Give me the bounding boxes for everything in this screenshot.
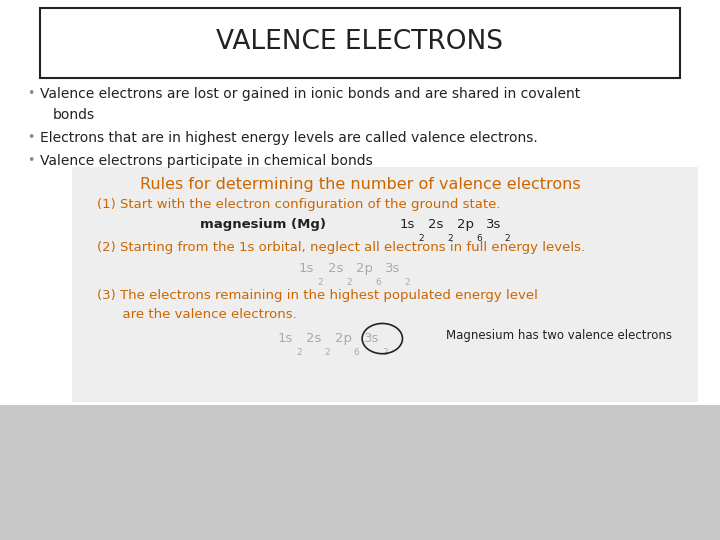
Text: Magnesium has two valence electrons: Magnesium has two valence electrons [446,329,672,342]
FancyBboxPatch shape [72,167,698,402]
Text: 2: 2 [382,348,388,357]
Text: 2: 2 [346,278,352,287]
Text: 3s: 3s [486,218,501,231]
Text: 2s: 2s [428,218,444,231]
Text: Rules for determining the number of valence electrons: Rules for determining the number of vale… [140,177,580,192]
Text: VALENCE ELECTRONS: VALENCE ELECTRONS [217,29,503,55]
Text: 6: 6 [375,278,381,287]
Text: 2: 2 [325,348,330,357]
Text: 3s: 3s [364,332,379,345]
Text: 1s: 1s [277,332,292,345]
Text: (1) Start with the electron configuration of the ground state.: (1) Start with the electron configuratio… [97,198,500,211]
Text: 3s: 3s [385,262,400,275]
Text: 2p: 2p [335,332,352,345]
Text: 2: 2 [418,234,424,243]
Text: •: • [27,131,35,144]
Text: 2: 2 [296,348,302,357]
Text: 2p: 2p [457,218,474,231]
Text: 2s: 2s [306,332,321,345]
Text: 2: 2 [318,278,323,287]
FancyBboxPatch shape [0,0,720,405]
Text: 6: 6 [354,348,359,357]
Text: 2: 2 [404,278,410,287]
Text: 1s: 1s [299,262,314,275]
Text: magnesium (Mg): magnesium (Mg) [200,218,326,231]
FancyBboxPatch shape [40,8,680,78]
Text: 1s: 1s [400,218,415,231]
Text: (2) Starting from the 1s orbital, neglect all electrons in full energy levels.: (2) Starting from the 1s orbital, neglec… [97,241,585,254]
FancyBboxPatch shape [0,405,720,540]
Text: •: • [27,87,35,100]
Text: Electrons that are in highest energy levels are called valence electrons.: Electrons that are in highest energy lev… [40,131,537,145]
Text: 2: 2 [505,234,510,243]
Text: Valence electrons are lost or gained in ionic bonds and are shared in covalent: Valence electrons are lost or gained in … [40,87,580,102]
Text: bonds: bonds [53,108,95,122]
Text: 2s: 2s [328,262,343,275]
Text: 2p: 2p [356,262,374,275]
Text: 6: 6 [476,234,482,243]
Text: Valence electrons participate in chemical bonds: Valence electrons participate in chemica… [40,154,372,168]
Text: (3) The electrons remaining in the highest populated energy level: (3) The electrons remaining in the highe… [97,289,538,302]
Text: 2: 2 [447,234,453,243]
Text: are the valence electrons.: are the valence electrons. [97,308,297,321]
Text: •: • [27,154,35,167]
